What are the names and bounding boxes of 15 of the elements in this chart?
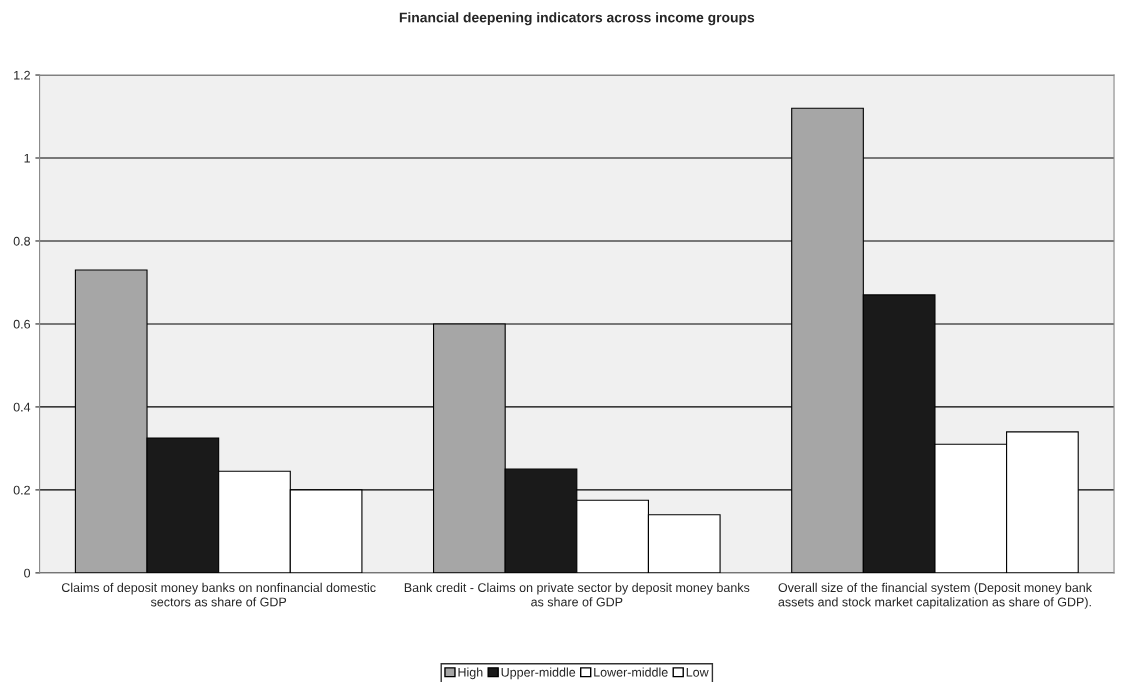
- x-tick-label: Claims of deposit money banks on nonfinancial domestic sectors as share of GDP: [61, 582, 376, 607]
- y-tick-label: 0.6: [13, 319, 31, 329]
- y-tick-label: 1: [24, 153, 30, 163]
- legend-label: Lower-middle: [594, 667, 668, 677]
- legend-label: Upper-middle: [501, 667, 576, 680]
- y-tick-label: 0: [24, 568, 31, 578]
- y-tick-label: 1.2: [14, 70, 30, 80]
- x-tick-label: Bank credit - Claims on private sector by deposit money banks as share of GDP: [404, 582, 750, 607]
- y-tick-label: 0.4: [13, 402, 31, 412]
- legend-label: High: [458, 667, 483, 680]
- x-tick-label: Overall size of the financial system (Deposit money bank assets and stock market capitalization as share of GDP).: [778, 582, 1092, 609]
- y-tick-label: 0.8: [13, 236, 31, 246]
- y-tick-label: 0.2: [13, 485, 30, 495]
- chart-title: Financial deepening indicators across income groups: [399, 12, 755, 26]
- legend-label: Low: [686, 667, 709, 677]
